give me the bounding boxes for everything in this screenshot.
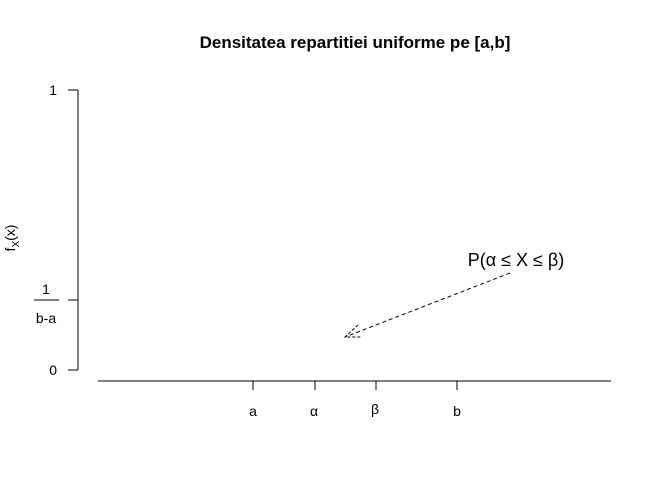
y-tick-label-frac-denominator: b-a bbox=[36, 310, 56, 326]
x-tick-label-a: a bbox=[249, 403, 257, 419]
y-axis-label-tail: (x) bbox=[2, 225, 18, 241]
chart-title: Densitatea repartitiei uniforme pe [a,b] bbox=[200, 33, 511, 52]
x-tick-label-b: b bbox=[453, 403, 461, 419]
annotation-label: P(α ≤ X ≤ β) bbox=[468, 250, 565, 270]
y-axis-label-sub: X bbox=[11, 241, 22, 248]
annotation: P(α ≤ X ≤ β) bbox=[343, 250, 565, 338]
y-tick-label-1: 1 bbox=[49, 82, 57, 98]
x-axis: a α β b bbox=[249, 381, 461, 419]
x-tick-label-alpha: α bbox=[310, 403, 318, 419]
y-tick-label-frac-numerator: 1 bbox=[42, 281, 50, 297]
annotation-arrow-shaft bbox=[344, 272, 511, 338]
y-axis-label: fX(x) bbox=[2, 225, 22, 252]
y-tick-label-0: 0 bbox=[49, 362, 57, 378]
y-axis-label-main: f bbox=[2, 247, 18, 251]
x-tick-label-beta: β bbox=[371, 401, 379, 417]
y-axis: 1 1 b-a 0 fX(x) bbox=[2, 82, 79, 378]
annotation-arrow-head bbox=[343, 324, 362, 338]
